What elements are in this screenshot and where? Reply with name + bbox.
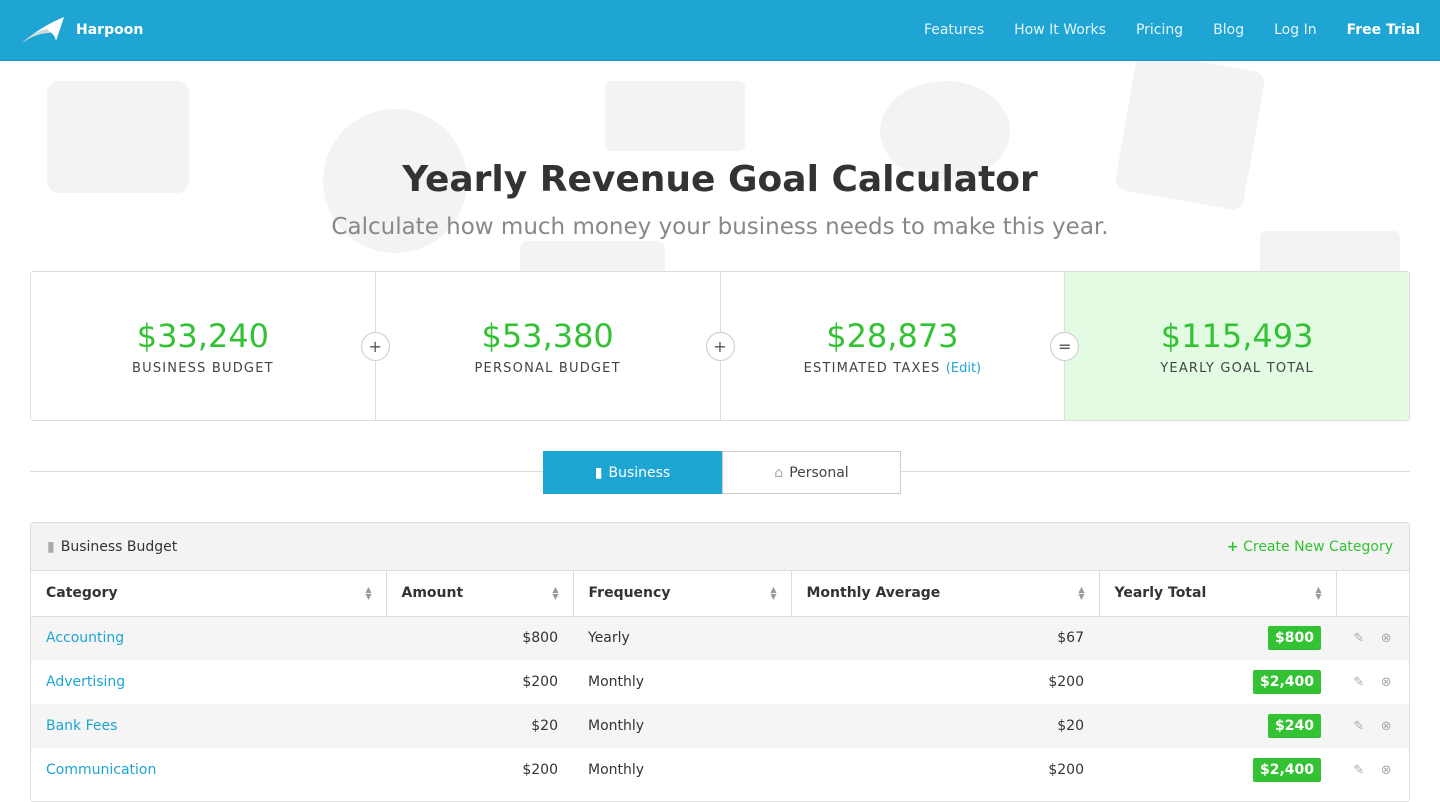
pie-chart-icon xyxy=(323,109,467,253)
building-icon: ▮ xyxy=(47,538,55,555)
nav-how-it-works[interactable]: How It Works xyxy=(1014,22,1106,38)
business-budget-label: BUSINESS BUDGET xyxy=(131,360,274,376)
brand-logo[interactable]: Harpoon xyxy=(20,15,143,45)
nav-free-trial[interactable]: Free Trial xyxy=(1346,22,1420,38)
category-link[interactable]: Accounting xyxy=(46,630,125,647)
monthly-average-cell: $200 xyxy=(1048,762,1084,778)
tab-business-label: Business xyxy=(608,464,671,481)
equals-icon: = xyxy=(1050,332,1080,361)
summary-totals: $33,240 BUSINESS BUDGET + $53,380 PERSON… xyxy=(30,271,1410,421)
plus-icon: + xyxy=(705,332,735,361)
yearly-goal-card: $115,493 YEARLY GOAL TOTAL xyxy=(1065,272,1409,420)
sort-icon: ▲ ▼ xyxy=(770,585,777,601)
frequency-cell: Monthly xyxy=(588,762,645,778)
table-row: Communication $200 Monthly $200 $2,400 ✎… xyxy=(31,748,1409,792)
table-row: Bank Fees $20 Monthly $20 $240 ✎ ⊗ xyxy=(31,704,1409,748)
frequency-cell: Yearly xyxy=(573,616,791,660)
yearly-goal-value: $115,493 xyxy=(1160,316,1314,355)
personal-budget-card: $53,380 PERSONAL BUDGET + xyxy=(376,272,735,420)
create-category-label: Create New Category xyxy=(1243,538,1393,555)
sort-icon: ▲ ▼ xyxy=(365,585,372,601)
wallet-icon xyxy=(47,81,189,193)
calculator-icon xyxy=(1115,61,1265,210)
top-nav: Harpoon Features How It Works Pricing Bl… xyxy=(0,0,1440,61)
sort-icon: ▲ ▼ xyxy=(552,585,559,601)
nav-features[interactable]: Features xyxy=(923,22,985,38)
business-budget-card: $33,240 BUSINESS BUDGET + xyxy=(31,272,390,420)
sort-icon: ▲ ▼ xyxy=(1078,585,1085,601)
column-yearly-total[interactable]: Yearly Total ▲ ▼ xyxy=(1099,571,1337,617)
page-subtitle: Calculate how much money your business n… xyxy=(331,214,1109,240)
create-category-button[interactable]: + Create New Category xyxy=(1227,539,1393,555)
pencil-icon[interactable]: ✎ xyxy=(1353,762,1365,778)
panel-title: Business Budget xyxy=(60,538,178,555)
piggy-bank-icon xyxy=(880,81,1010,181)
delete-icon[interactable]: ⊗ xyxy=(1380,630,1392,646)
category-link[interactable]: Communication xyxy=(46,762,157,778)
nav-blog[interactable]: Blog xyxy=(1213,22,1245,38)
frequency-cell: Monthly xyxy=(573,704,791,748)
sort-icon: ▲ ▼ xyxy=(1315,585,1322,601)
personal-budget-label: PERSONAL BUDGET xyxy=(474,360,621,376)
plus-icon: + xyxy=(360,332,390,361)
money-stack-icon xyxy=(605,81,745,151)
page-title: Yearly Revenue Goal Calculator xyxy=(402,159,1038,200)
column-monthly-average[interactable]: Monthly Average ▲ ▼ xyxy=(791,571,1100,617)
amount-cell: $800 xyxy=(386,616,573,660)
amount-cell: $200 xyxy=(522,762,558,778)
personal-budget-value: $53,380 xyxy=(481,316,614,355)
category-link[interactable]: Bank Fees xyxy=(46,718,118,734)
column-frequency[interactable]: Frequency ▲ ▼ xyxy=(573,571,792,617)
brand-name: Harpoon xyxy=(76,22,144,38)
tab-business[interactable]: ▮ Business xyxy=(543,451,722,494)
delete-icon[interactable]: ⊗ xyxy=(1380,718,1392,734)
delete-icon[interactable]: ⊗ xyxy=(1380,762,1392,778)
table-row: Advertising $200 Monthly $200 $2,400 ✎ ⊗ xyxy=(31,660,1409,704)
estimated-taxes-value: $28,873 xyxy=(826,316,959,355)
budget-tabs: ▮ Business ⌂ Personal xyxy=(543,451,901,494)
yearly-total-badge: $2,400 xyxy=(1252,670,1321,694)
category-link[interactable]: Advertising xyxy=(46,674,126,690)
harpoon-logo-icon xyxy=(22,17,64,43)
nav-login[interactable]: Log In xyxy=(1274,22,1317,38)
building-icon: ▮ xyxy=(594,464,603,481)
tab-personal-label: Personal xyxy=(789,464,849,481)
tab-personal[interactable]: ⌂ Personal xyxy=(722,451,901,494)
pencil-icon[interactable]: ✎ xyxy=(1353,630,1365,646)
monthly-average-cell: $67 xyxy=(791,616,1099,660)
monthly-average-cell: $20 xyxy=(791,704,1099,748)
plus-icon: + xyxy=(1226,538,1239,555)
column-amount[interactable]: Amount ▲ ▼ xyxy=(386,571,574,617)
yearly-total-badge: $800 xyxy=(1268,626,1321,651)
pencil-icon[interactable]: ✎ xyxy=(1353,718,1365,734)
pencil-icon[interactable]: ✎ xyxy=(1353,674,1365,690)
yearly-total-badge: $240 xyxy=(1268,714,1321,738)
estimated-taxes-label: ESTIMATED TAXES xyxy=(803,360,941,376)
delete-icon[interactable]: ⊗ xyxy=(1380,674,1392,690)
yearly-total-badge: $2,400 xyxy=(1252,758,1321,782)
table-row: Accounting $800 Yearly $67 $800 ✎ ⊗ xyxy=(31,616,1409,660)
business-budget-value: $33,240 xyxy=(136,316,270,355)
home-icon: ⌂ xyxy=(774,464,784,481)
estimated-taxes-card: $28,873 ESTIMATED TAXES (Edit) = xyxy=(721,272,1080,420)
business-budget-panel: ▮ Business Budget + Create New Category … xyxy=(30,522,1410,802)
yearly-goal-label: YEARLY GOAL TOTAL xyxy=(1160,360,1314,376)
frequency-cell: Monthly xyxy=(588,674,645,690)
monthly-average-cell: $200 xyxy=(1048,674,1084,690)
amount-cell: $200 xyxy=(522,674,558,690)
nav-pricing[interactable]: Pricing xyxy=(1135,22,1184,38)
column-category[interactable]: Category ▲ ▼ xyxy=(31,571,387,617)
edit-taxes-link[interactable]: (Edit) xyxy=(945,360,982,376)
column-actions xyxy=(1336,571,1409,617)
budget-table: Category ▲ ▼ Amount ▲ ▼ Frequency ▲ ▼ Monthly … xyxy=(31,571,1409,792)
amount-cell: $20 xyxy=(386,704,573,748)
